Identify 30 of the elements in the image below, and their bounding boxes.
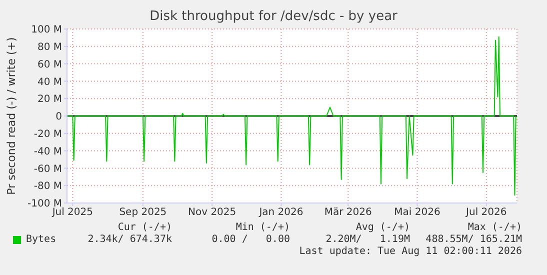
text: Min (-/+) [234, 222, 290, 234]
y-tick-label: 20 M [37, 94, 62, 106]
text: 0.00 / 0.00 [210, 234, 290, 246]
x-tick-label: Jul 2025 [51, 207, 94, 218]
y-tick-label: 40 M [37, 76, 62, 88]
legend-label: Bytes [26, 234, 56, 246]
text: 2.34k/ 674.37k [88, 234, 172, 245]
text: 488.55M/ 165.21M [424, 234, 522, 246]
y-tick-label: 60 M [37, 59, 62, 70]
x-tick-label: Jul 2026 [465, 207, 507, 218]
x-tick-label: Mai 2026 [394, 207, 440, 218]
y-tick-label: 100 M [31, 24, 62, 36]
text: Max (-/+) [466, 222, 522, 234]
x-tick-label: Mär 2026 [324, 207, 372, 218]
text: 2.20M/ 1.19M [324, 234, 410, 246]
y-axis-title: Pr second read (-) / write (+) [5, 36, 19, 197]
y-tick-label: -60 M [34, 164, 62, 175]
x-tick-label: Jan 2026 [258, 207, 304, 218]
x-tick-label: Nov 2025 [188, 207, 236, 218]
x-tick-label: Sep 2025 [119, 207, 167, 218]
line-series [67, 36, 516, 196]
text: Last update: Tue Aug 11 02:00:11 2026 [298, 246, 522, 258]
chart-title: Disk throughput for /dev/sdc - by year [148, 9, 398, 24]
text: Cur (-/+) [116, 222, 172, 234]
text: Avg (-/+) [354, 222, 410, 234]
y-tick-label: 80 M [37, 42, 62, 53]
y-tick-label: -80 M [34, 181, 62, 192]
y-tick-label: -40 M [34, 146, 62, 158]
y-tick-label: -20 M [34, 128, 62, 140]
y-tick-label: 0 [56, 112, 62, 123]
